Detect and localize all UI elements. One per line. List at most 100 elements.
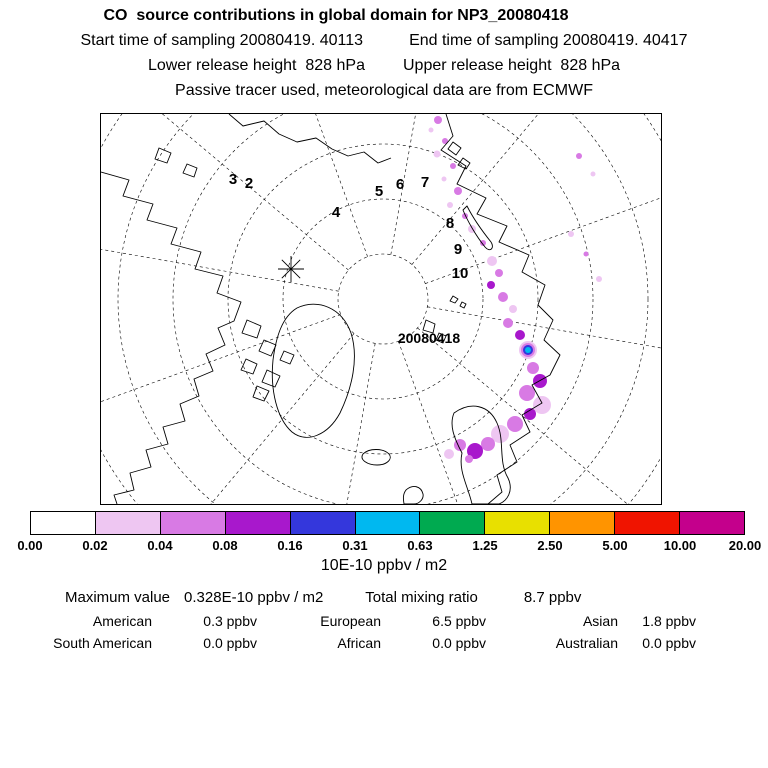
trajectory-day-label: 8: [446, 215, 454, 232]
plume-patch: [481, 437, 495, 451]
region-contributions-table: American 0.3 ppbv European 6.5 ppbv Asian 1.8…: [40, 613, 768, 651]
iceland-island: [361, 449, 391, 466]
plume-patch: [507, 416, 523, 432]
plume-patch: [503, 318, 513, 328]
region-value: 6.5 ppbv: [432, 613, 486, 629]
trajectory-day-label: 5: [375, 183, 383, 200]
plume-patch: [487, 281, 495, 289]
colorbar-tick-label: 0.08: [212, 538, 238, 553]
colorbar-tick-label: 20.00: [728, 538, 762, 553]
upper-release-text: Upper release height 828 hPa: [403, 57, 621, 74]
trajectory-day-label: 6: [396, 176, 404, 193]
plume-patch: [576, 153, 582, 159]
release-heights-line: Lower release height 828 hPa Upper releas…: [0, 56, 768, 76]
eurasia-coastline: [440, 114, 561, 504]
colorbar-tick-label: 0.31: [342, 538, 368, 553]
colorbar-tick-label: 5.00: [602, 538, 628, 553]
plume-patch: [434, 116, 442, 124]
trajectory-day-label: 9: [454, 241, 462, 258]
plume-patch: [454, 187, 462, 195]
colorbar-units: 10E-10 ppbv / m2: [320, 557, 448, 574]
colorbar-tick-label: 0.63: [407, 538, 433, 553]
plume-patch: [515, 330, 525, 340]
plume-patch: [583, 251, 589, 257]
greenland-coastline: [271, 303, 355, 438]
north-america-coastline: [101, 171, 242, 504]
region-value: 0.0 ppbv: [203, 635, 257, 651]
trajectory-day-label: 2: [245, 175, 253, 192]
colorbar-tick-label: 0.02: [82, 538, 108, 553]
colorbar-tick-label: 1.25: [472, 538, 498, 553]
region-value: 0.3 ppbv: [203, 613, 257, 629]
colorbar-tick-label: 10.00: [663, 538, 697, 553]
plume-patch: [524, 408, 536, 420]
graticule-grid: [101, 114, 661, 504]
colorbar-segment: [550, 512, 616, 534]
region-value: 0.0 ppbv: [432, 635, 486, 651]
plume-patch: [441, 176, 447, 182]
region-label: European: [320, 613, 381, 629]
plume-patch: [568, 231, 574, 237]
trajectory-day-label: 7: [421, 174, 429, 191]
chukotka-coastline: [228, 114, 392, 164]
start-time-text: Start time of sampling 20080419. 40113: [80, 32, 364, 49]
plume-patch: [465, 455, 473, 463]
trajectory-day-label: 10: [452, 265, 469, 282]
trajectory-day-label: 4: [332, 204, 341, 221]
figure-page: CO source contributions in global domain…: [0, 6, 768, 651]
plume-patch: [495, 269, 503, 277]
colorbar-segment: [31, 512, 96, 534]
region-label: Asian: [582, 613, 618, 629]
total-mixing-ratio-label: Total mixing ratio: [365, 589, 478, 606]
plume-patch: [498, 292, 508, 302]
colorbar-segment: [485, 512, 551, 534]
plume-patch: [447, 202, 453, 208]
tracer-info-line: Passive tracer used, meteorological data…: [175, 82, 593, 99]
colorbar-segment: [355, 512, 421, 534]
region-label: American: [92, 613, 152, 629]
map-panel: 3 2 4 5 6 7 8 9 10 20080418: [100, 113, 662, 505]
sampling-times-line: Start time of sampling 20080419. 40113 En…: [0, 31, 768, 51]
lower-release-text: Lower release height 828 hPa: [147, 57, 365, 74]
plume-patch: [533, 396, 551, 414]
colorbar-tick-label: 0.16: [277, 538, 303, 553]
colorbar-segment: [160, 512, 226, 534]
total-mixing-ratio-value: 8.7 ppbv: [523, 589, 582, 606]
region-label: African: [337, 635, 381, 651]
trajectory-day-labels: 3 2 4 5 6 7 89 10: [229, 171, 469, 282]
polar-map: 3 2 4 5 6 7 89 10 20080418: [101, 114, 661, 504]
plume-patch: [442, 138, 448, 144]
colorbar-segment: [290, 512, 356, 534]
colorbar-segment: [615, 512, 681, 534]
figure-title: CO source contributions in global domain…: [103, 7, 569, 24]
arctic-islands: [422, 141, 471, 344]
plume-patch: [519, 385, 535, 401]
region-label: South American: [53, 635, 152, 651]
plume-patch: [527, 362, 539, 374]
scandinavia-coastline: [451, 405, 511, 504]
colorbar-segment: [680, 512, 744, 534]
plume-patch: [467, 443, 483, 459]
colorbar-tick-labels: 0.00 0.02 0.04 0.08 0.16 0.31 0.63 1.25 2.50 5.00…: [0, 538, 768, 554]
station-date-label: 20080418: [398, 330, 461, 346]
colorbar-tick-label: 0.00: [17, 538, 43, 553]
plume-patch: [480, 240, 486, 246]
stats-summary-row: Maximum value 0.328E-10 ppbv / m2 Total mi…: [65, 589, 768, 606]
region-label: Australian: [555, 635, 618, 651]
region-value: 1.8 ppbv: [642, 613, 696, 629]
plume-patch: [444, 449, 454, 459]
novaya-zemlya-island: [462, 205, 493, 251]
colorbar-tick-label: 0.04: [147, 538, 173, 553]
britain-island: [402, 486, 424, 504]
max-value: 0.328E-10 ppbv / m2: [184, 589, 324, 606]
region-value: 0.0 ppbv: [642, 635, 696, 651]
canadian-archipelago: [154, 147, 295, 402]
plume-patch: [509, 305, 517, 313]
plume-patch: [433, 150, 441, 158]
release-point-star-icon: [278, 256, 304, 282]
plume-patch: [487, 256, 497, 266]
plume-patch: [525, 347, 531, 353]
colorbar-segment: [420, 512, 486, 534]
colorbar-segment: [95, 512, 161, 534]
plume-patch: [428, 127, 434, 133]
